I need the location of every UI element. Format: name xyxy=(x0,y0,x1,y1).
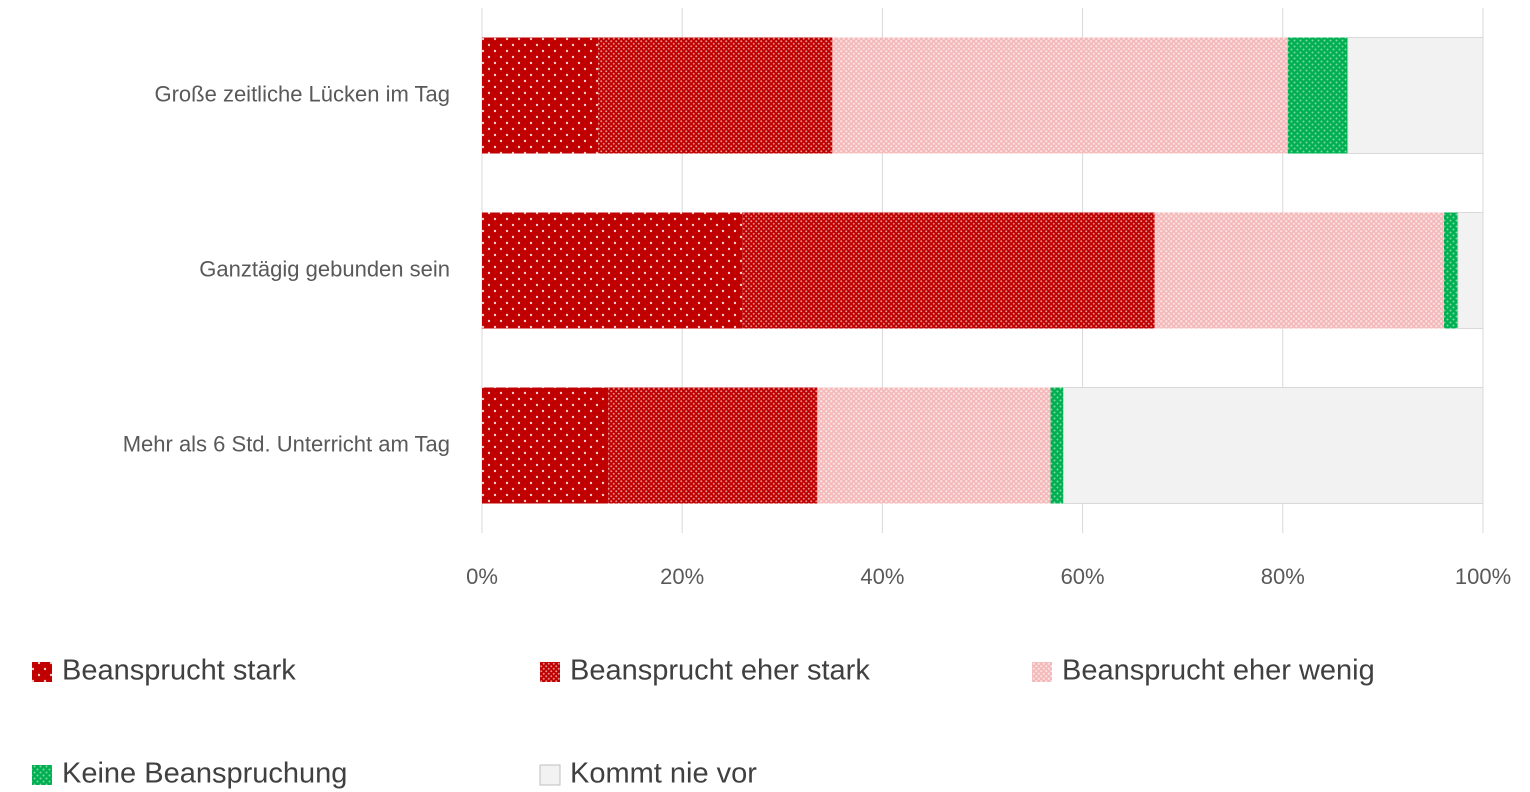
bar-segment xyxy=(832,37,1288,154)
bar-segment xyxy=(598,37,833,154)
bar-segment xyxy=(742,212,1155,329)
y-tick-label: Ganztägig gebunden sein xyxy=(199,256,450,281)
legend-swatch xyxy=(32,765,52,785)
bar-segment xyxy=(1287,37,1348,154)
legend-swatch xyxy=(540,662,560,682)
x-tick-label: 100% xyxy=(1455,564,1511,589)
bar-segment xyxy=(1347,37,1484,154)
bar-segment xyxy=(482,387,609,504)
legend-label: Kommt nie vor xyxy=(570,758,757,790)
legend-swatch xyxy=(1032,662,1052,682)
legend-swatch xyxy=(539,764,561,786)
legend-label: Beansprucht eher stark xyxy=(570,655,870,687)
y-tick-label: Mehr als 6 Std. Unterricht am Tag xyxy=(123,431,450,456)
y-tick-label: Große zeitliche Lücken im Tag xyxy=(154,81,450,106)
x-tick-label: 20% xyxy=(660,564,704,589)
legend-label: Beansprucht stark xyxy=(62,655,296,687)
legend-label: Beansprucht eher wenig xyxy=(1062,655,1375,687)
bar-segment xyxy=(817,387,1051,504)
legend-swatch xyxy=(32,662,52,682)
bar-segment xyxy=(608,387,818,504)
bar-segment xyxy=(482,212,743,329)
x-tick-label: 40% xyxy=(860,564,904,589)
bar-segment xyxy=(1443,212,1458,329)
legend-label: Keine Beanspruchung xyxy=(62,758,347,790)
bar-segment xyxy=(1063,387,1484,504)
x-tick-label: 60% xyxy=(1061,564,1105,589)
bar-segment xyxy=(1050,387,1064,504)
bar-segment xyxy=(482,37,599,154)
x-tick-label: 80% xyxy=(1261,564,1305,589)
bar-segment xyxy=(1154,212,1444,329)
x-tick-label: 0% xyxy=(466,564,498,589)
bar-segment xyxy=(1457,212,1484,329)
